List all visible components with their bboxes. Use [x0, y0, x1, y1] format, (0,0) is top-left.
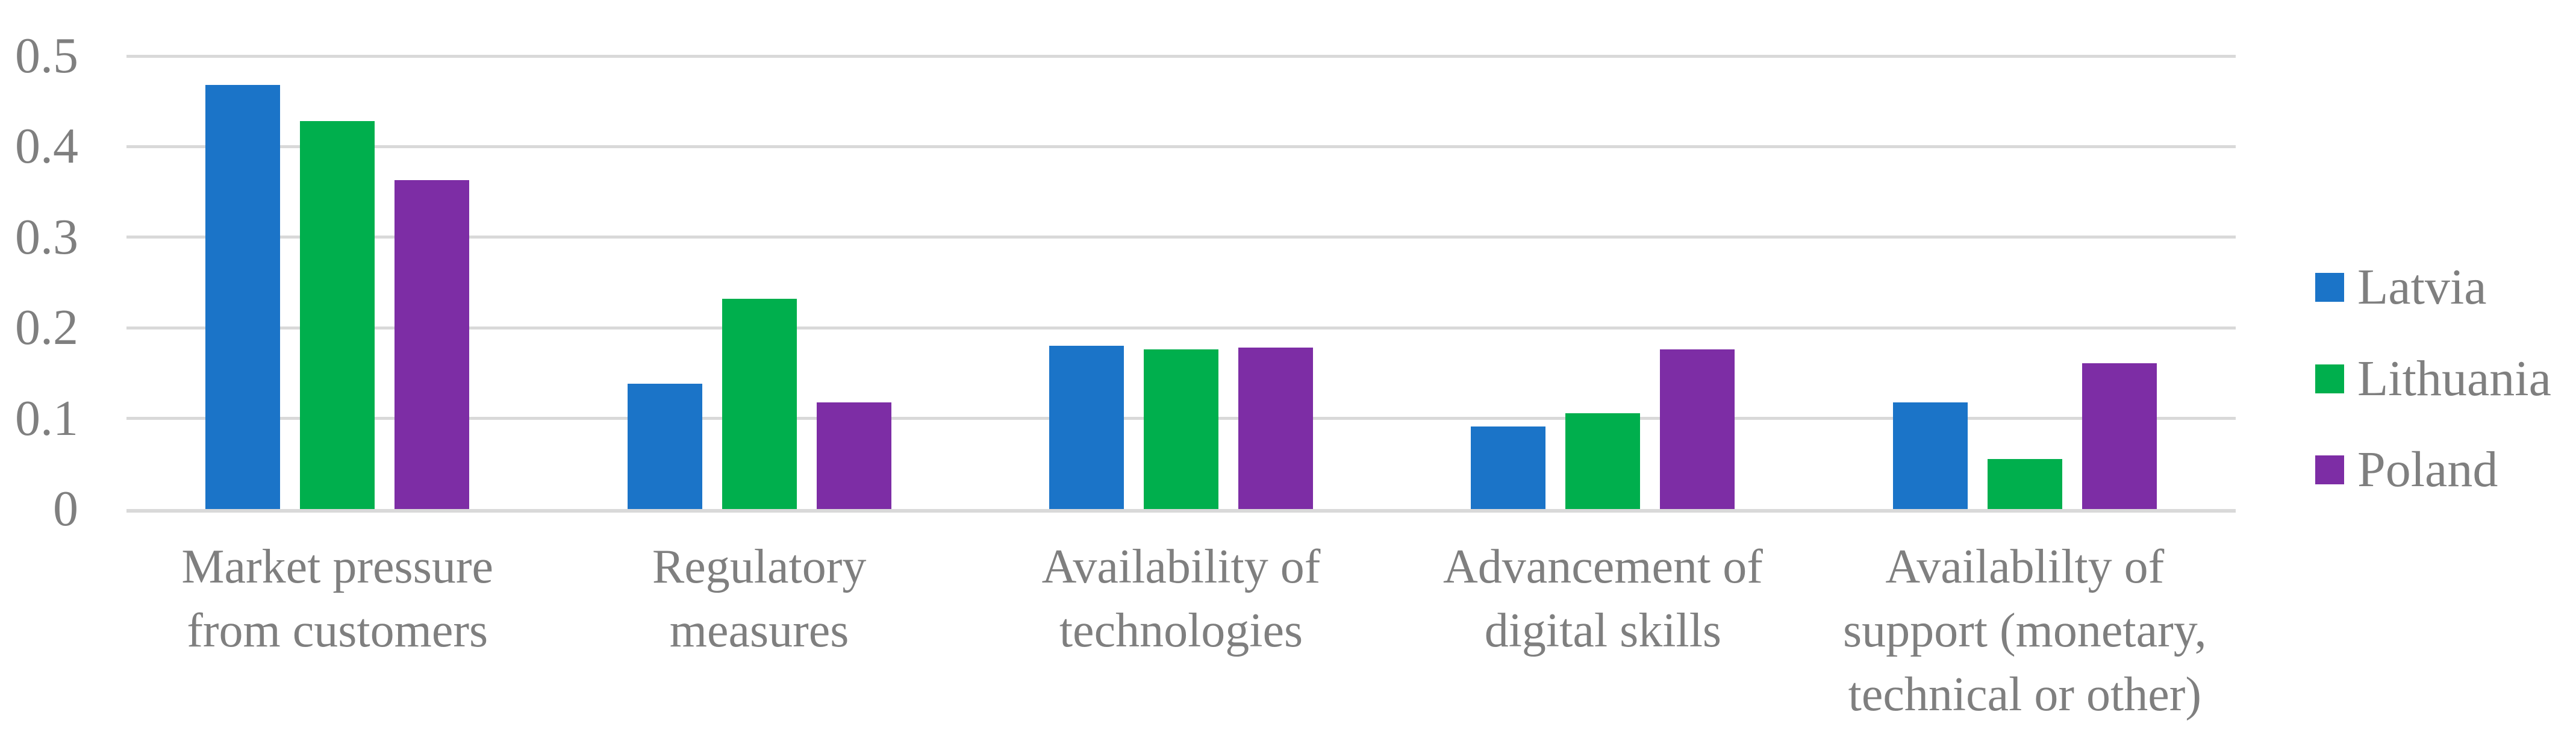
bar-poland-1	[816, 402, 891, 509]
bar-latvia-0	[205, 85, 281, 509]
legend-swatch-latvia	[2315, 273, 2344, 302]
gridline	[126, 54, 2236, 58]
y-tick-label: 0.1	[15, 390, 78, 446]
x-axis-label: Availability of technologies	[1041, 540, 1321, 657]
bar-lithuania-0	[300, 121, 375, 509]
bar-latvia-2	[1049, 346, 1124, 509]
bar-lithuania-2	[1144, 349, 1218, 509]
legend-swatch-lithuania	[2315, 364, 2344, 393]
bar-poland-2	[1238, 348, 1313, 509]
legend-label-latvia: Latvia	[2357, 259, 2487, 315]
x-axis-label: Market pressure from customers	[181, 540, 493, 657]
x-axis-label: Regulatory measures	[652, 540, 867, 657]
legend-label-lithuania: Lithuania	[2357, 350, 2551, 407]
bar-lithuania-1	[722, 299, 797, 509]
legend-swatch-poland	[2315, 455, 2344, 484]
bar-poland-4	[2082, 363, 2157, 509]
legend-label-poland: Poland	[2357, 442, 2498, 498]
y-tick-label: 0.5	[15, 28, 78, 84]
x-axis-line	[126, 509, 2236, 513]
gridline	[126, 326, 2236, 330]
bar-lithuania-4	[1987, 459, 2062, 509]
bar-poland-0	[395, 180, 470, 509]
gridline	[126, 236, 2236, 239]
x-axis-label: Availablilty of support (monetary, techn…	[1843, 540, 2207, 721]
bar-poland-3	[1660, 349, 1735, 509]
bar-latvia-3	[1471, 426, 1546, 509]
bar-latvia-1	[627, 384, 702, 509]
y-tick-label: 0	[53, 481, 78, 537]
bar-lithuania-3	[1565, 413, 1641, 509]
y-tick-label: 0.2	[15, 299, 78, 356]
y-tick-label: 0.4	[15, 118, 78, 175]
gridline	[126, 145, 2236, 148]
x-axis-label: Advancement of digital skills	[1442, 540, 1763, 657]
bar-latvia-4	[1892, 402, 1968, 509]
y-tick-label: 0.3	[15, 208, 78, 265]
